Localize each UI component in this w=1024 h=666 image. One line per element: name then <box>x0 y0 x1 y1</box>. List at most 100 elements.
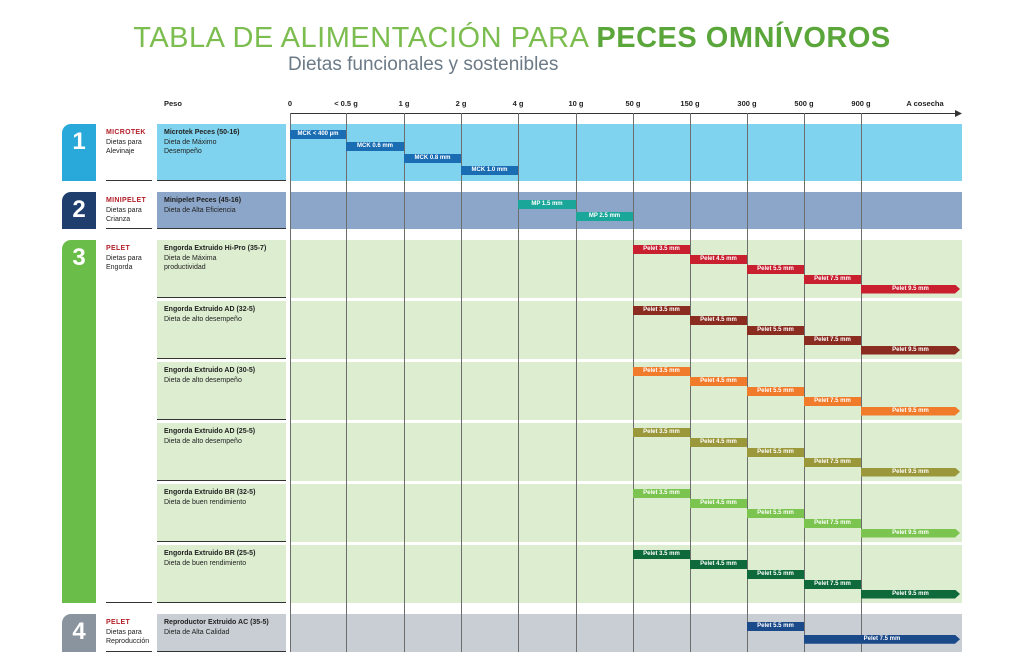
product-cell <box>157 614 286 652</box>
feed-bar-label: Pelet 5.5 mm <box>757 326 794 333</box>
feed-bar-label: Pelet 3.5 mm <box>643 306 680 313</box>
feed-bar-label: Pelet 5.5 mm <box>757 387 794 394</box>
feed-bar-label: Pelet 7.5 mm <box>814 580 851 587</box>
product-rule <box>157 180 286 181</box>
brand: PELET <box>106 619 131 626</box>
product-name: Minipelet Peces (45-16) <box>164 197 242 204</box>
chart-band <box>290 423 962 481</box>
product-cell <box>157 362 286 420</box>
feed-bar-label: Pelet 7.5 mm <box>814 519 851 526</box>
product-description: Dieta de alto desempeño <box>164 377 242 384</box>
chart-band <box>290 362 962 420</box>
stage: Dietas para Reproducción <box>106 629 150 645</box>
product-name: Reproductor Extruido AC (35-5) <box>164 619 269 626</box>
brand-rule <box>106 651 152 652</box>
axis-tick <box>518 113 519 652</box>
feed-bar <box>747 264 804 274</box>
product-cell <box>157 124 286 181</box>
product-rule <box>157 480 286 481</box>
product-description: Dieta de alto desempeño <box>164 438 242 445</box>
product-description: Dieta de buen rendimiento <box>164 499 247 506</box>
product-cell <box>157 240 286 298</box>
title-light: TABLA DE ALIMENTACIÓN PARA <box>133 22 588 54</box>
feed-bar-label: Pelet 3.5 mm <box>643 367 680 374</box>
axis-tick <box>290 113 291 652</box>
feed-bar-label: Pelet 9.5 mm <box>892 529 929 536</box>
product-cell <box>157 301 286 359</box>
product-description: Dieta de Máximo Desempeño <box>164 139 217 155</box>
product-rule <box>157 297 286 298</box>
stage: Dietas para Alevinaje <box>106 139 142 155</box>
feed-bar-label: Pelet 3.5 mm <box>643 245 680 252</box>
feed-bar <box>804 518 861 528</box>
product-cell <box>157 545 286 603</box>
feed-bar-label: MCK < 400 µm <box>297 130 339 137</box>
brand-rule <box>106 602 152 603</box>
product-name: Microtek Peces (50-16) <box>164 129 240 136</box>
feed-bar <box>804 457 861 467</box>
feed-bar <box>747 508 804 518</box>
product-rule <box>157 419 286 420</box>
feed-bar-label: Pelet 4.5 mm <box>700 377 737 384</box>
feed-bar-label: Pelet 4.5 mm <box>700 316 737 323</box>
feed-bar-label: Pelet 7.5 mm <box>814 458 851 465</box>
axis-tick-label: 0 <box>287 99 293 108</box>
feed-bar <box>576 212 633 222</box>
feed-bar-label: Pelet 7.5 mm <box>814 336 851 343</box>
axis-tick-label: A cosecha <box>906 99 944 108</box>
axis-tick-label: < 0.5 g <box>334 99 358 108</box>
product-rule <box>157 541 286 542</box>
title: TABLA DE ALIMENTACIÓN PARA PECES OMNÍVOR… <box>0 22 1024 55</box>
axis-tick-label: 2 g <box>455 99 467 108</box>
axis-tick <box>461 113 462 652</box>
product-description: Dieta de Alta Calidad <box>164 629 230 636</box>
feed-bar-label: Pelet 9.5 mm <box>892 407 929 414</box>
feed-bar <box>861 407 960 416</box>
feed-bar-label: Pelet 3.5 mm <box>643 428 680 435</box>
brand: MINIPELET <box>106 197 147 204</box>
axis-tick <box>346 113 347 652</box>
axis-tick-label: 500 g <box>794 99 814 108</box>
feed-bar-label: Pelet 5.5 mm <box>757 265 794 272</box>
axis-label: Peso <box>164 99 182 108</box>
feed-bar <box>747 386 804 396</box>
feed-bar <box>861 468 960 477</box>
brand: MICROTEK <box>106 129 146 136</box>
product-name: Engorda Extruido Hi-Pro (35-7) <box>164 245 267 252</box>
feed-bar-label: MCK 0.6 mm <box>356 142 393 149</box>
feed-bar <box>804 579 861 589</box>
product-description: Dieta de Máxima productividad <box>164 255 217 271</box>
feed-bar <box>747 622 804 632</box>
feed-bar <box>804 335 861 345</box>
product-rule <box>157 602 286 603</box>
product-name: Engorda Extruido AD (25-5) <box>164 428 256 435</box>
feed-bar-label: Pelet 5.5 mm <box>757 570 794 577</box>
section-number-box <box>62 124 96 181</box>
feed-bar-label: Pelet 9.5 mm <box>892 468 929 475</box>
axis-tick-label: 10 g <box>568 99 584 108</box>
chart-band <box>290 614 962 652</box>
product-name: Engorda Extruido AD (32-5) <box>164 306 256 313</box>
stage: Dietas para Engorda <box>106 255 142 271</box>
feed-bar <box>633 244 690 254</box>
subtitle: Dietas funcionales y sostenibles <box>288 54 559 75</box>
chart-band <box>290 240 962 298</box>
section-number: 4 <box>72 618 86 645</box>
feed-bar-label: MP 1.5 mm <box>531 200 563 207</box>
feed-bar <box>404 154 461 164</box>
axis-tick <box>747 113 748 652</box>
feed-bar <box>346 141 404 151</box>
feed-bar <box>747 447 804 457</box>
feed-bar-label: Pelet 4.5 mm <box>700 560 737 567</box>
section-number: 2 <box>72 196 86 223</box>
product-cell <box>157 192 286 229</box>
product-name: Engorda Extruido BR (25-5) <box>164 550 256 557</box>
product-description: Dieta de alto desempeño <box>164 316 242 323</box>
chart-band <box>290 545 962 603</box>
feed-bar <box>861 285 960 294</box>
feed-bar <box>861 346 960 355</box>
feed-bar <box>633 488 690 498</box>
axis-tick <box>861 113 862 652</box>
axis-line <box>290 113 956 114</box>
